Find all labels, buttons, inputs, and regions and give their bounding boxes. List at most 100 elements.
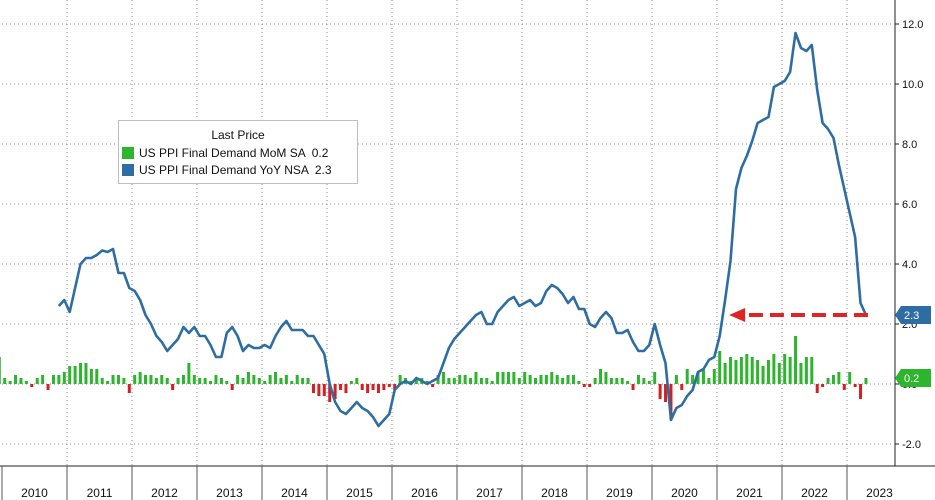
bar-mom bbox=[842, 384, 846, 390]
x-tick-label: 2010 bbox=[21, 486, 48, 500]
bar-mom bbox=[225, 381, 229, 384]
bar-mom bbox=[398, 375, 402, 384]
legend-value-mom: 0.2 bbox=[311, 145, 329, 160]
last-value-yoy-bg bbox=[895, 306, 931, 324]
bar-mom bbox=[571, 375, 575, 384]
bar-mom bbox=[301, 378, 305, 384]
x-tick-label: 2023 bbox=[866, 486, 893, 500]
bar-mom bbox=[111, 375, 115, 384]
bar-mom bbox=[750, 357, 754, 384]
bar-mom bbox=[636, 375, 640, 384]
bar-mom bbox=[691, 375, 695, 384]
legend-entry-mom: US PPI Final Demand MoM SA 0.2 bbox=[119, 144, 357, 161]
bar-mom bbox=[599, 369, 603, 384]
legend-entry-yoy: US PPI Final Demand YoY NSA 2.3 bbox=[119, 161, 357, 178]
bar-mom bbox=[593, 378, 597, 384]
x-tick-label: 2017 bbox=[476, 486, 503, 500]
bar-mom bbox=[171, 384, 175, 390]
bar-mom bbox=[512, 372, 516, 384]
bar-mom bbox=[214, 375, 218, 384]
y-tick-label: 4.0 bbox=[902, 259, 917, 271]
bar-mom bbox=[777, 363, 781, 384]
bar-mom bbox=[766, 360, 770, 384]
bar-mom bbox=[496, 372, 500, 384]
bar-mom bbox=[387, 384, 391, 387]
x-tick-label: 2011 bbox=[87, 486, 113, 500]
bar-mom bbox=[528, 375, 532, 384]
bar-mom bbox=[848, 372, 852, 384]
bar-mom bbox=[669, 384, 673, 420]
bar-mom bbox=[501, 372, 505, 384]
bar-mom bbox=[685, 369, 689, 384]
bar-mom bbox=[192, 375, 196, 384]
bar-mom bbox=[328, 384, 332, 402]
bar-mom bbox=[826, 378, 830, 384]
bar-mom bbox=[609, 378, 613, 384]
x-tick-label: 2018 bbox=[541, 486, 568, 500]
bar-mom bbox=[57, 375, 61, 384]
bar-mom bbox=[577, 381, 581, 384]
bar-mom bbox=[68, 366, 72, 384]
bar-mom bbox=[106, 381, 110, 384]
bar-mom bbox=[311, 384, 315, 393]
bar-mom bbox=[485, 378, 489, 384]
x-tick-label: 2020 bbox=[671, 486, 698, 500]
bar-mom bbox=[344, 384, 348, 393]
bar-mom bbox=[837, 372, 841, 384]
bar-mom bbox=[761, 366, 765, 384]
bar-mom bbox=[696, 372, 700, 384]
bar-mom bbox=[360, 384, 364, 390]
bar-mom bbox=[506, 372, 510, 384]
bar-mom bbox=[51, 375, 55, 384]
bar-mom bbox=[122, 378, 126, 384]
bar-mom bbox=[447, 378, 451, 384]
bar-mom bbox=[100, 378, 104, 384]
bar-mom bbox=[718, 351, 722, 384]
bar-mom bbox=[116, 375, 120, 384]
bar-mom bbox=[647, 381, 651, 384]
bar-mom bbox=[534, 378, 538, 384]
bar-mom bbox=[452, 378, 456, 384]
bar-mom bbox=[620, 378, 624, 384]
bar-mom bbox=[788, 357, 792, 384]
bar-mom bbox=[176, 378, 180, 384]
bar-mom bbox=[339, 384, 343, 390]
legend-swatch-yoy bbox=[122, 163, 134, 176]
bar-mom bbox=[252, 375, 256, 384]
bar-mom bbox=[203, 378, 207, 384]
bar-mom bbox=[382, 384, 386, 390]
bar-mom bbox=[544, 375, 548, 384]
bar-mom bbox=[236, 375, 240, 384]
bar-mom bbox=[371, 384, 375, 390]
bar-mom bbox=[794, 336, 798, 384]
bar-mom bbox=[366, 384, 370, 393]
bar-mom bbox=[84, 363, 88, 384]
bar-mom bbox=[474, 372, 478, 384]
bar-mom bbox=[35, 378, 39, 384]
x-tick-label: 2012 bbox=[151, 486, 178, 500]
x-tick-label: 2014 bbox=[281, 486, 308, 500]
bar-mom bbox=[154, 378, 158, 384]
bar-mom bbox=[831, 375, 835, 384]
legend-label-mom: US PPI Final Demand MoM SA bbox=[139, 145, 306, 160]
last-value-yoy-label: 2.3 bbox=[904, 310, 919, 322]
bar-mom bbox=[8, 381, 12, 384]
bar-mom bbox=[393, 384, 397, 390]
bar-mom bbox=[734, 360, 738, 384]
last-value-mom-bg bbox=[895, 369, 931, 387]
bar-mom bbox=[550, 372, 554, 384]
bar-mom bbox=[664, 384, 668, 402]
bar-mom bbox=[626, 381, 630, 384]
bar-mom bbox=[138, 372, 142, 384]
bar-mom bbox=[745, 354, 749, 384]
bar-mom bbox=[458, 375, 462, 384]
bar-mom bbox=[821, 384, 825, 387]
bar-mom bbox=[306, 378, 310, 384]
bar-mom bbox=[376, 384, 380, 393]
x-tick-label: 2019 bbox=[606, 486, 633, 500]
bar-mom bbox=[772, 354, 776, 384]
bar-mom bbox=[517, 378, 521, 384]
bar-mom bbox=[24, 381, 28, 384]
bar-mom bbox=[268, 375, 272, 384]
legend-label-yoy: US PPI Final Demand YoY NSA bbox=[139, 162, 309, 177]
